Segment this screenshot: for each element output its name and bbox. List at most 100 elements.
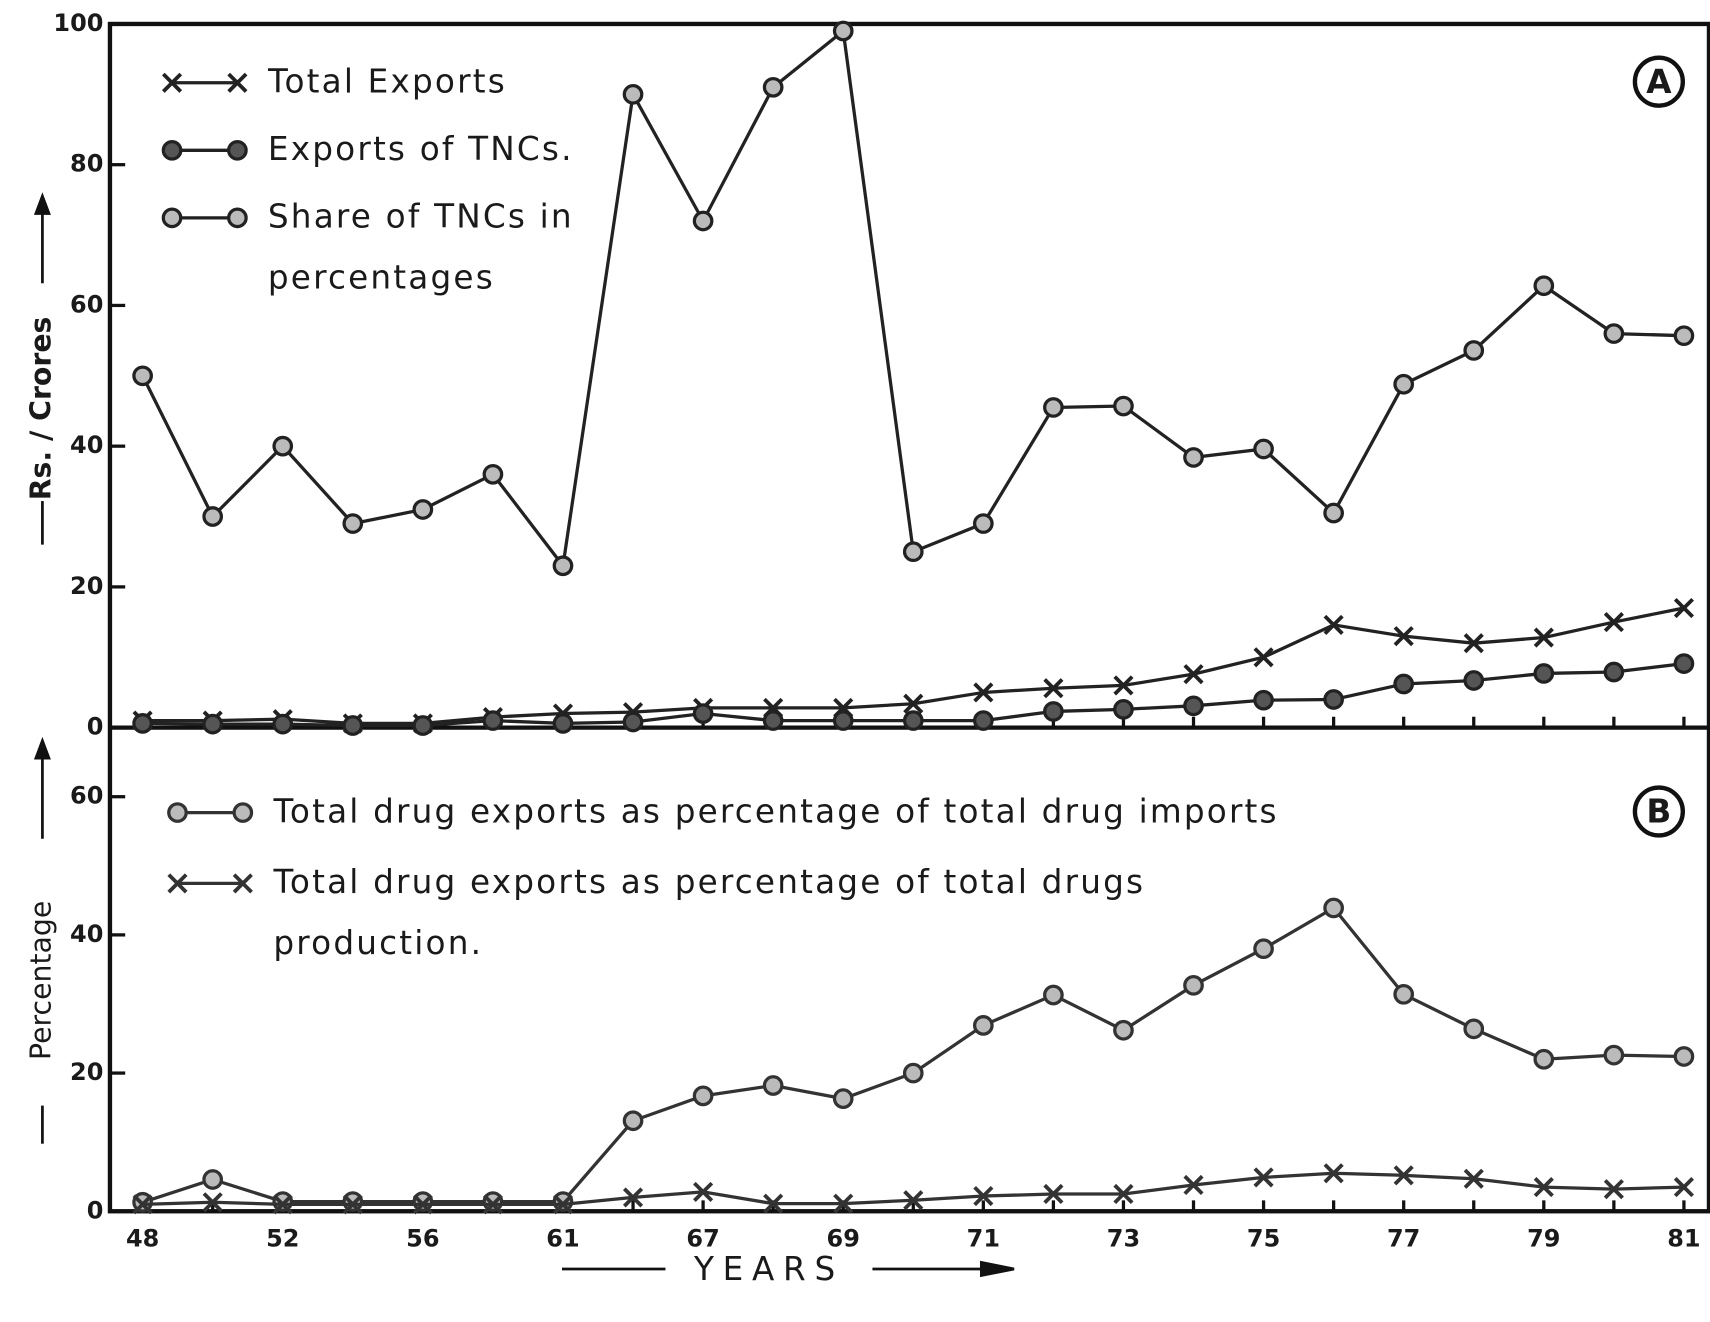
marker-point	[1113, 395, 1134, 417]
marker-stroke	[132, 1194, 153, 1215]
marker-x	[232, 873, 253, 894]
marker-point	[1323, 502, 1344, 524]
x-tick-label: 52	[266, 1225, 299, 1253]
marker-x	[412, 1194, 433, 1215]
marker-stroke	[763, 1193, 784, 1214]
marker-x	[693, 1181, 714, 1202]
marker-x	[763, 1193, 784, 1214]
marker-point	[1603, 1044, 1625, 1066]
legend-box: Total Exports	[268, 63, 505, 101]
marker-point	[272, 1191, 294, 1212]
marker-point	[1113, 698, 1134, 720]
marker-point	[622, 83, 644, 105]
marker-point	[832, 1088, 854, 1109]
marker-stroke	[1253, 1167, 1274, 1188]
marker-point	[1323, 689, 1344, 710]
marker-point	[1393, 673, 1415, 695]
marker-x	[973, 682, 994, 703]
marker-stroke	[973, 682, 994, 703]
legend-box: Exports of TNCs.	[268, 131, 572, 169]
marker-point	[412, 1191, 434, 1212]
marker-x	[1463, 633, 1484, 654]
marker-point	[1673, 653, 1695, 674]
y-tick-label: 60	[70, 782, 103, 810]
marker-stroke	[1253, 647, 1274, 668]
marker-point	[902, 710, 924, 731]
marker-point	[692, 703, 714, 724]
marker-point	[1253, 438, 1274, 460]
marker-stroke	[1673, 1177, 1694, 1198]
marker-x	[1673, 597, 1694, 619]
x-tick-label: 81	[1667, 1225, 1700, 1253]
marker-stroke	[1533, 1177, 1554, 1198]
marker-point	[1253, 689, 1274, 711]
x-tick-label: 56	[406, 1225, 439, 1253]
marker-point	[902, 541, 924, 563]
marker-point	[1533, 1048, 1555, 1070]
marker-x	[1603, 1179, 1624, 1200]
marker-point	[161, 207, 183, 229]
marker-point	[552, 1191, 574, 1212]
marker-stroke	[833, 1193, 854, 1214]
marker-x	[1043, 678, 1064, 699]
marker-x	[1183, 664, 1204, 685]
marker-x	[1393, 1165, 1414, 1186]
marker-x	[167, 873, 188, 894]
marker-stroke	[903, 1190, 924, 1211]
y-tick-label: 80	[70, 150, 103, 178]
marker-stroke	[1393, 1165, 1414, 1186]
x-tick-label: 48	[126, 1225, 159, 1253]
marker-stroke	[693, 1181, 714, 1202]
marker-x	[1533, 627, 1554, 648]
marker-point	[832, 710, 854, 731]
y-tick-label: 0	[87, 1196, 104, 1224]
marker-point	[272, 713, 294, 735]
marker-point	[1533, 275, 1555, 297]
marker-x	[132, 1194, 153, 1215]
marker-x	[1323, 1163, 1344, 1184]
marker-stroke	[622, 1187, 644, 1208]
x-tick-label: 73	[1107, 1225, 1140, 1253]
marker-stroke	[1043, 678, 1064, 699]
marker-point	[202, 713, 224, 735]
marker-point	[272, 435, 294, 457]
marker-x	[227, 72, 248, 93]
marker-point	[482, 463, 504, 485]
marker-x	[1393, 626, 1414, 647]
marker-point	[342, 513, 364, 534]
marker-point	[762, 710, 784, 731]
marker-stroke	[167, 873, 188, 894]
marker-point	[161, 139, 183, 161]
marker-x	[272, 1194, 293, 1215]
y-tick-label: 0	[87, 713, 104, 741]
panel-badge	[1632, 55, 1686, 108]
marker-point	[762, 1075, 784, 1096]
marker-point	[1183, 695, 1204, 717]
marker-point	[762, 76, 784, 98]
x-tick-label: 75	[1247, 1225, 1280, 1253]
marker-point	[1533, 663, 1555, 684]
marker-point	[202, 1169, 224, 1190]
marker-stroke	[1603, 1179, 1624, 1200]
marker-point	[1463, 670, 1485, 691]
y-tick-label: 40	[70, 431, 103, 459]
marker-stroke	[1183, 1174, 1204, 1196]
marker-stroke	[1113, 1183, 1134, 1205]
y-tick-label: 20	[70, 572, 103, 600]
marker-x	[833, 1193, 854, 1214]
marker-x	[1463, 1168, 1484, 1189]
marker-stroke	[1043, 1183, 1064, 1205]
panel-label: B	[1646, 793, 1671, 831]
marker-point	[1113, 1019, 1134, 1041]
x-tick-label: 77	[1387, 1225, 1420, 1253]
marker-point	[1323, 897, 1344, 919]
panel-label: A	[1646, 63, 1672, 101]
marker-point	[1463, 340, 1485, 361]
legend-label: Total drug exports as percentage of tota…	[273, 863, 1146, 963]
marker-x	[903, 1190, 924, 1211]
marker-x	[1533, 1177, 1554, 1198]
marker-x	[973, 1185, 994, 1207]
marker-point	[1603, 661, 1625, 683]
marker-stroke	[272, 1194, 293, 1215]
marker-x	[1183, 1174, 1204, 1196]
